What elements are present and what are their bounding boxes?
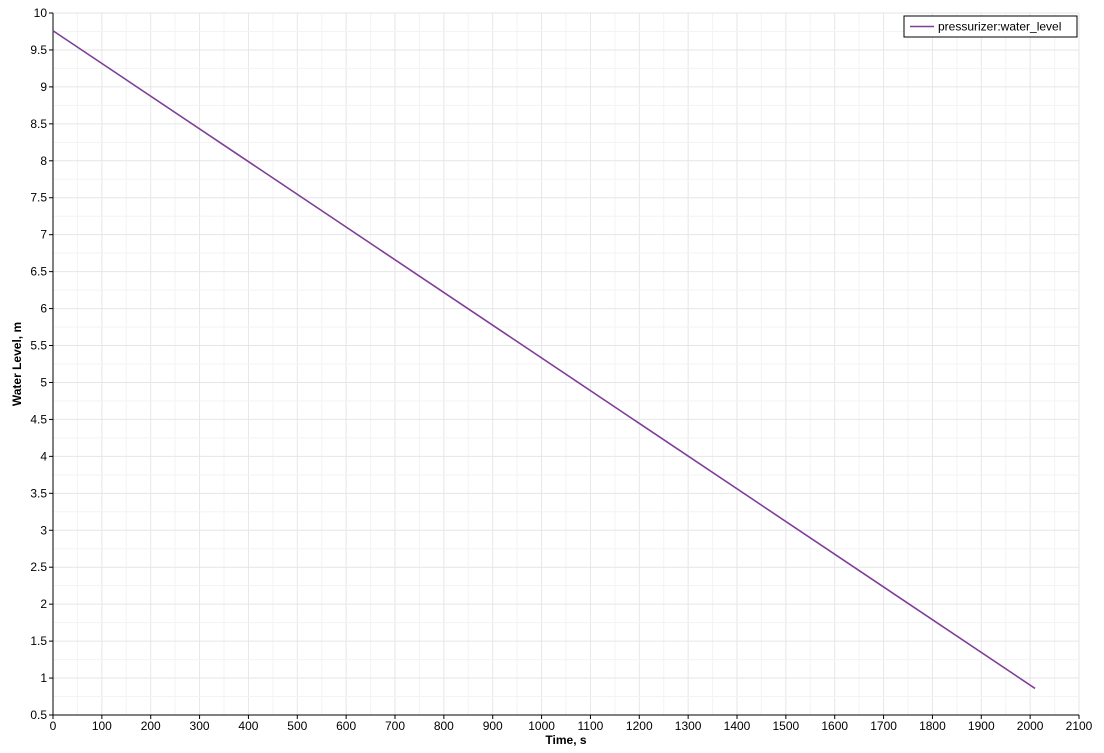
y-tick-label: 5	[40, 375, 47, 389]
x-axis-title: Time, s	[545, 733, 586, 747]
y-tick-label: 8	[40, 154, 47, 168]
x-tick-label: 300	[190, 719, 210, 733]
y-tick-label: 3.5	[30, 486, 47, 500]
y-tick-label: 2.5	[30, 560, 47, 574]
y-tick-label: 10	[34, 6, 48, 20]
y-tick-label: 7.5	[30, 191, 47, 205]
x-tick-label: 1200	[626, 719, 653, 733]
y-tick-label: 2	[40, 597, 47, 611]
legend: pressurizer:water_level	[903, 15, 1078, 38]
y-tick-label: 8.5	[30, 117, 47, 131]
x-tick-label: 200	[141, 719, 161, 733]
y-tick-label: 4.5	[30, 412, 47, 426]
y-tick-label: 3	[40, 523, 47, 537]
x-tick-label: 1400	[724, 719, 751, 733]
axes: 0 100 200 300 400 500 600 700 800 900 1000 1100 1200…	[30, 6, 1092, 733]
x-tick-label: 1000	[528, 719, 555, 733]
x-tick-label: 1500	[773, 719, 800, 733]
x-tick-label: 900	[483, 719, 503, 733]
y-tick-label: 9.5	[30, 43, 47, 57]
x-tick-label: 500	[287, 719, 307, 733]
y-tick-label: 1	[40, 671, 47, 685]
x-tick-label: 1300	[675, 719, 702, 733]
y-tick-label: 1.5	[30, 634, 47, 648]
y-axis-title: Water Level, m	[10, 322, 24, 406]
y-tick-label: 5.5	[30, 339, 47, 353]
x-tick-label: 0	[50, 719, 57, 733]
series-line	[52, 30, 1036, 690]
x-tick-label: 100	[92, 719, 112, 733]
x-tick-label: 1800	[919, 719, 946, 733]
x-tick-label: 700	[385, 719, 405, 733]
grid-lines	[52, 12, 1080, 716]
x-tick-label: 2100	[1066, 719, 1093, 733]
y-tick-label: 9	[40, 80, 47, 94]
x-tick-label: 400	[238, 719, 258, 733]
x-tick-label: 2000	[1017, 719, 1044, 733]
x-tick-label: 1700	[870, 719, 897, 733]
y-tick-label: 4	[40, 449, 47, 463]
x-tick-label: 800	[434, 719, 454, 733]
legend-label: pressurizer:water_level	[938, 20, 1061, 34]
y-tick-label: 7	[40, 228, 47, 242]
y-tick-label: 6.5	[30, 265, 47, 279]
y-tick-label: 6	[40, 302, 47, 316]
x-tick-label: 1600	[821, 719, 848, 733]
x-tick-label: 600	[336, 719, 356, 733]
x-tick-label: 1100	[578, 719, 604, 733]
x-tick-label: 1900	[968, 719, 995, 733]
legend-box	[903, 15, 1078, 38]
y-tick-label: 0.5	[30, 708, 47, 722]
series-lines	[52, 30, 1036, 690]
